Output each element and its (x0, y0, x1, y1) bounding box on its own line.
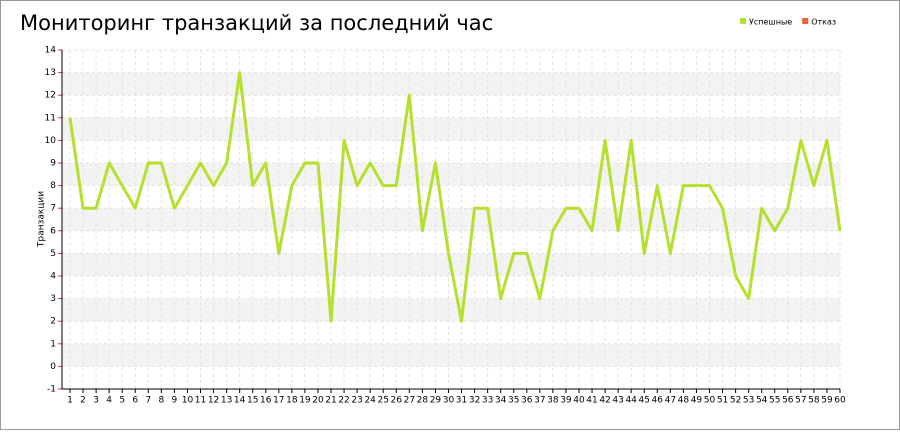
x-tick-label: 14 (234, 396, 246, 406)
y-tick-label: 7 (50, 204, 56, 214)
x-tick-label: 47 (665, 396, 676, 406)
y-tick-label: 6 (50, 226, 56, 236)
x-tick-label: 5 (119, 396, 125, 406)
x-tick-label: 26 (391, 396, 403, 406)
x-tick-label: 34 (495, 396, 507, 406)
x-tick-label: 38 (547, 396, 559, 406)
x-tick-label: 48 (678, 396, 690, 406)
y-tick-label: 11 (45, 113, 56, 123)
x-tick-label: 46 (652, 396, 664, 406)
x-tick-label: 23 (351, 396, 362, 406)
y-axis-label: Транзакции (37, 191, 47, 248)
x-tick-label: 19 (299, 396, 311, 406)
x-tick-label: 8 (158, 396, 164, 406)
x-tick-label: 24 (364, 396, 376, 406)
x-tick-label: 17 (273, 396, 284, 406)
x-tick-label: 11 (195, 396, 206, 406)
x-tick-label: 13 (221, 396, 232, 406)
y-tick-label: 8 (50, 181, 56, 191)
y-tick-label: 0 (50, 362, 56, 372)
x-tick-label: 59 (821, 396, 833, 406)
legend-label: Отказ (811, 18, 836, 27)
x-tick-label: 31 (456, 396, 467, 406)
x-tick-label: 28 (417, 396, 429, 406)
x-tick-label: 60 (834, 396, 846, 406)
y-tick-label: 10 (45, 136, 57, 146)
x-tick-label: 29 (430, 396, 442, 406)
x-tick-label: 15 (247, 396, 258, 406)
legend-label: Успешные (749, 18, 792, 27)
x-tick-label: 54 (756, 396, 768, 406)
x-tick-label: 40 (573, 396, 585, 406)
x-tick-label: 16 (260, 396, 272, 406)
x-tick-label: 22 (338, 396, 349, 406)
y-tick-label: 2 (50, 317, 56, 327)
band (62, 117, 840, 141)
x-tick-label: 35 (508, 396, 519, 406)
x-tick-label: 10 (182, 396, 194, 406)
line (68, 71, 842, 323)
x-tick-label: 36 (521, 396, 533, 406)
x-tick-label: 58 (808, 396, 820, 406)
x-tick-label: 42 (599, 396, 610, 406)
x-tick-label: 44 (625, 396, 637, 406)
x-tick-label: 49 (691, 396, 703, 406)
y-tick-label: 3 (50, 294, 56, 304)
y-tick-label: 9 (50, 159, 56, 169)
band (62, 343, 840, 367)
x-tick-label: 50 (704, 396, 716, 406)
band (62, 163, 840, 186)
x-tick-label: 43 (612, 396, 623, 406)
y-tick-label: 1 (50, 339, 56, 349)
y-tick-label: -1 (47, 385, 56, 395)
x-tick-label: 18 (286, 396, 298, 406)
x-tick-label: 12 (208, 396, 219, 406)
x-tick-label: 37 (534, 396, 545, 406)
band (62, 208, 840, 231)
x-tick-label: 56 (782, 396, 794, 406)
x-tick-label: 7 (145, 396, 151, 406)
band (62, 298, 840, 322)
y-tick-label: 14 (45, 46, 57, 56)
x-tick-label: 21 (325, 396, 336, 406)
x-tick-label: 45 (639, 396, 650, 406)
x-tick-label: 4 (106, 396, 112, 406)
y-tick-label: 5 (50, 249, 56, 259)
x-tick-label: 9 (172, 396, 178, 406)
y-tick-label: 4 (50, 272, 56, 282)
legend-swatch (740, 18, 746, 24)
x-tick-label: 25 (377, 396, 388, 406)
x-tick-label: 55 (769, 396, 780, 406)
chart-title: Мониторинг транзакций за последний час (20, 11, 493, 35)
x-tick-label: 6 (132, 396, 138, 406)
x-tick-label: 32 (469, 396, 480, 406)
x-tick-label: 52 (730, 396, 741, 406)
x-tick-label: 33 (482, 396, 493, 406)
y-tick-label: 12 (45, 91, 56, 101)
x-tick-label: 20 (312, 396, 324, 406)
legend-swatch (802, 18, 809, 24)
x-tick-label: 2 (80, 396, 86, 406)
x-tick-label: 51 (717, 396, 728, 406)
y-tick-label: 13 (45, 68, 56, 78)
x-tick-label: 3 (93, 396, 99, 406)
band (62, 72, 840, 96)
x-tick-label: 27 (404, 396, 415, 406)
x-tick-label: 53 (743, 396, 754, 406)
x-tick-label: 39 (560, 396, 572, 406)
x-tick-label: 1 (67, 396, 73, 406)
x-tick-label: 30 (443, 396, 455, 406)
x-tick-label: 57 (795, 396, 806, 406)
x-tick-label: 41 (586, 396, 597, 406)
